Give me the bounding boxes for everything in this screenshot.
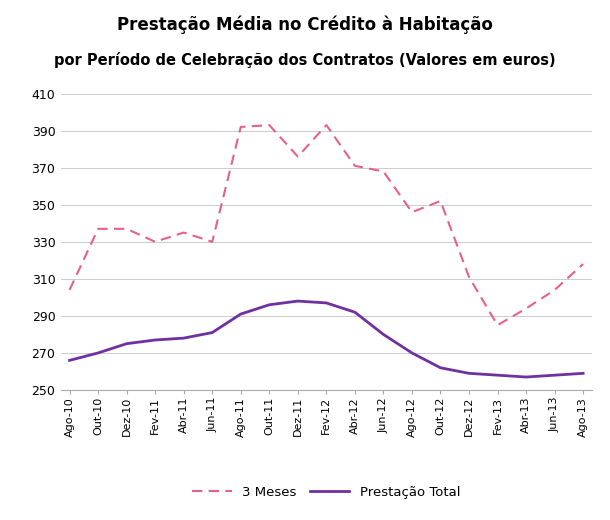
3 Meses	[494, 322, 501, 328]
3 Meses	[66, 287, 73, 293]
3 Meses	[408, 209, 415, 215]
3 Meses	[294, 153, 301, 160]
Prestação Total	[551, 372, 558, 378]
3 Meses	[351, 163, 359, 169]
Prestação Total	[323, 300, 330, 306]
Prestação Total	[465, 370, 473, 376]
Prestação Total	[66, 357, 73, 363]
Prestação Total	[123, 341, 131, 347]
3 Meses	[265, 122, 273, 128]
Text: por Período de Celebração dos Contratos (Valores em euros): por Período de Celebração dos Contratos …	[54, 52, 556, 68]
3 Meses	[551, 287, 558, 293]
Prestação Total	[95, 350, 102, 356]
3 Meses	[580, 261, 587, 267]
3 Meses	[437, 198, 444, 204]
Prestação Total	[294, 298, 301, 304]
3 Meses	[237, 124, 245, 130]
3 Meses	[151, 239, 159, 245]
Prestação Total	[437, 365, 444, 371]
3 Meses	[465, 274, 473, 280]
Prestação Total	[494, 372, 501, 378]
Prestação Total	[151, 337, 159, 343]
Prestação Total	[522, 374, 529, 380]
Prestação Total	[237, 311, 245, 317]
Legend: 3 Meses, Prestação Total: 3 Meses, Prestação Total	[192, 486, 461, 499]
3 Meses	[380, 168, 387, 175]
3 Meses	[123, 226, 131, 232]
Prestação Total	[209, 330, 216, 336]
Prestação Total	[380, 331, 387, 337]
3 Meses	[180, 229, 187, 236]
Prestação Total	[265, 302, 273, 308]
3 Meses	[323, 122, 330, 128]
3 Meses	[95, 226, 102, 232]
Line: 3 Meses: 3 Meses	[70, 125, 583, 325]
3 Meses	[522, 305, 529, 311]
Prestação Total	[351, 309, 359, 315]
Prestação Total	[580, 370, 587, 376]
Text: Prestação Média no Crédito à Habitação: Prestação Média no Crédito à Habitação	[117, 16, 493, 34]
Prestação Total	[180, 335, 187, 341]
Line: Prestação Total: Prestação Total	[70, 301, 583, 377]
3 Meses	[209, 239, 216, 245]
Prestação Total	[408, 350, 415, 356]
